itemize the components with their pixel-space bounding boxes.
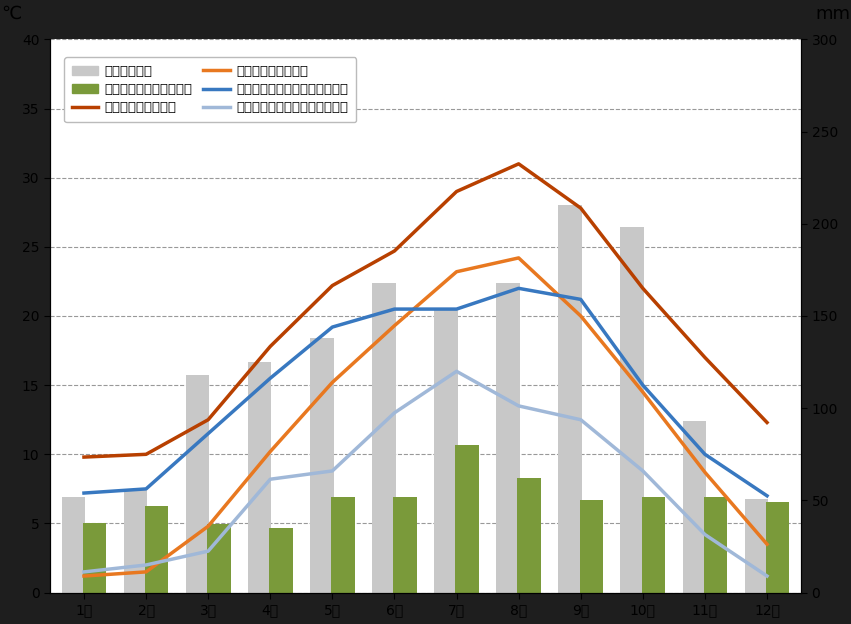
東京の平均最低気温: [700, 469, 710, 476]
フランクフルトの平均最低気温: [762, 572, 772, 580]
Text: mm: mm: [815, 5, 850, 22]
Line: 東京の平均最高気温: 東京の平均最高気温: [84, 164, 767, 457]
Bar: [310, 338, 334, 593]
Bar: [393, 497, 417, 593]
東京の平均最高気温: [451, 188, 461, 195]
Bar: [766, 502, 790, 593]
東京の平均最低気温: [328, 379, 338, 386]
Legend: 東京の降水量, フランクフルトの降水量, 東京の平均最高気温, 東京の平均最低気温, フランクフルトの平均最高気温, フランクフルトの平均最低気温: 東京の降水量, フランクフルトの降水量, 東京の平均最高気温, 東京の平均最低気…: [64, 57, 357, 122]
東京の平均最低気温: [390, 322, 400, 329]
東京の平均最低気温: [513, 254, 523, 261]
東京の平均最低気温: [451, 268, 461, 275]
Bar: [745, 499, 768, 593]
Bar: [207, 524, 231, 593]
フランクフルトの平均最低気温: [203, 547, 214, 555]
東京の平均最低気温: [203, 522, 214, 530]
東京の平均最低気温: [79, 572, 89, 580]
Bar: [620, 228, 644, 593]
Line: フランクフルトの平均最低気温: フランクフルトの平均最低気温: [84, 371, 767, 576]
Bar: [642, 497, 665, 593]
東京の平均最低気温: [762, 540, 772, 548]
Bar: [331, 497, 355, 593]
東京の平均最低気温: [266, 448, 276, 456]
東京の平均最高気温: [637, 285, 648, 292]
Bar: [269, 528, 293, 593]
Bar: [580, 500, 603, 593]
フランクフルトの平均最低気温: [141, 561, 151, 568]
東京の平均最高気温: [575, 205, 585, 212]
Bar: [704, 497, 728, 593]
Line: 東京の平均最低気温: 東京の平均最低気温: [84, 258, 767, 576]
Bar: [248, 362, 271, 593]
Bar: [455, 445, 479, 593]
東京の平均最高気温: [328, 282, 338, 290]
Bar: [517, 478, 541, 593]
東京の平均最高気温: [762, 419, 772, 426]
フランクフルトの平均最低気温: [390, 409, 400, 417]
東京の平均最高気温: [203, 416, 214, 424]
フランクフルトの平均最高気温: [637, 381, 648, 389]
Bar: [61, 497, 85, 593]
東京の平均最高気温: [141, 451, 151, 458]
フランクフルトの平均最低気温: [575, 416, 585, 424]
フランクフルトの平均最高気温: [575, 296, 585, 303]
Bar: [683, 421, 706, 593]
フランクフルトの平均最高気温: [700, 451, 710, 458]
フランクフルトの平均最低気温: [637, 467, 648, 475]
フランクフルトの平均最高気温: [266, 374, 276, 382]
フランクフルトの平均最高気温: [762, 492, 772, 500]
フランクフルトの平均最高気温: [451, 305, 461, 313]
Bar: [558, 205, 582, 593]
Bar: [145, 506, 168, 593]
東京の平均最高気温: [513, 160, 523, 168]
フランクフルトの平均最低気温: [700, 531, 710, 539]
フランクフルトの平均最低気温: [328, 467, 338, 475]
東京の平均最高気温: [79, 454, 89, 461]
フランクフルトの平均最高気温: [141, 485, 151, 492]
フランクフルトの平均最高気温: [328, 323, 338, 331]
フランクフルトの平均最低気温: [513, 402, 523, 409]
フランクフルトの平均最低気温: [266, 475, 276, 483]
Bar: [186, 375, 209, 593]
Bar: [434, 309, 458, 593]
Line: フランクフルトの平均最高気温: フランクフルトの平均最高気温: [84, 288, 767, 496]
Bar: [496, 283, 520, 593]
東京の平均最低気温: [637, 388, 648, 396]
東京の平均最低気温: [575, 312, 585, 319]
東京の平均最高気温: [390, 247, 400, 255]
フランクフルトの平均最高気温: [390, 305, 400, 313]
Bar: [372, 283, 396, 593]
Text: ℃: ℃: [1, 5, 21, 22]
東京の平均最高気温: [266, 343, 276, 350]
Bar: [83, 522, 106, 593]
東京の平均最低気温: [141, 568, 151, 575]
フランクフルトの平均最高気温: [513, 285, 523, 292]
Bar: [123, 489, 147, 593]
フランクフルトの平均最高気温: [79, 489, 89, 497]
東京の平均最高気温: [700, 354, 710, 361]
フランクフルトの平均最低気温: [79, 568, 89, 575]
フランクフルトの平均最低気温: [451, 368, 461, 375]
フランクフルトの平均最高気温: [203, 430, 214, 437]
